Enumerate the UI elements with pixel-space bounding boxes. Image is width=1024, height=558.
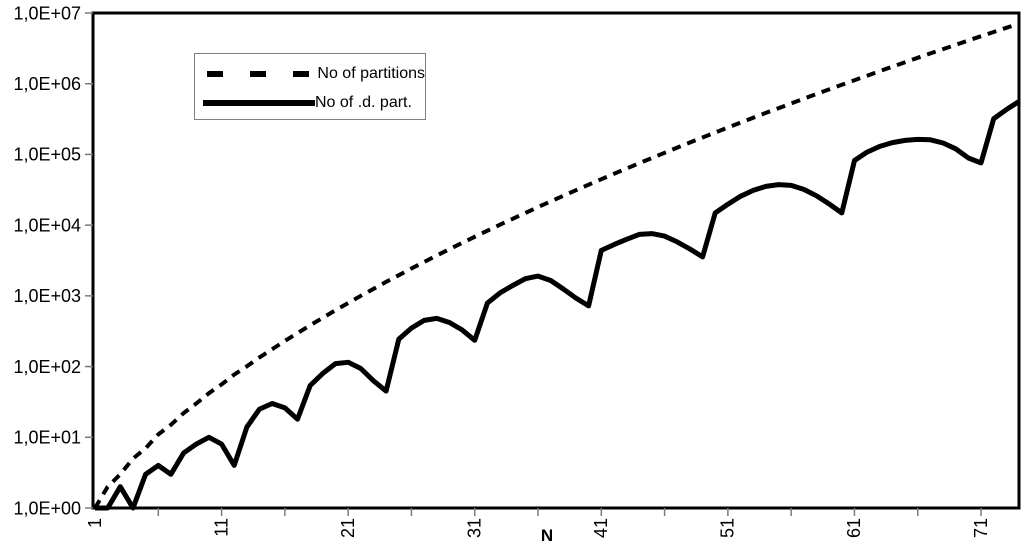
x-axis-title: N xyxy=(541,526,553,545)
x-axis-tick-label: 21 xyxy=(338,518,358,538)
legend-label-d-part: No of .d. part. xyxy=(315,93,412,111)
solid-line-sample-icon xyxy=(203,99,315,106)
y-axis-tick-label: 1,0E+02 xyxy=(13,357,81,377)
x-axis-tick-label: 11 xyxy=(211,518,231,537)
y-axis-tick-label: 1,0E+06 xyxy=(13,74,81,94)
y-axis-tick-label: 1,0E+00 xyxy=(13,498,81,518)
x-axis-tick-label: 71 xyxy=(971,518,991,538)
y-axis-tick-label: 1,0E+03 xyxy=(13,286,81,306)
series-line-partitions xyxy=(93,21,1020,510)
plot-border xyxy=(91,11,1021,510)
x-axis-tick-label: 41 xyxy=(591,518,611,538)
x-axis-tick-label: 51 xyxy=(718,518,738,538)
legend-item-d-part: No of .d. part. xyxy=(195,89,425,118)
y-axis-tick-label: 1,0E+04 xyxy=(13,215,81,235)
x-axis-tick-label: 1 xyxy=(85,518,105,528)
x-axis-tick-label: 31 xyxy=(464,518,484,538)
y-axis-tick-label: 1,0E+05 xyxy=(13,145,81,165)
legend: No of partitions No of .d. part. xyxy=(194,53,426,120)
legend-item-partitions: No of partitions xyxy=(195,60,425,89)
legend-label-partitions: No of partitions xyxy=(317,65,425,83)
dashed-line-sample-icon xyxy=(207,71,310,78)
x-axis-tick-label: 61 xyxy=(844,518,864,538)
y-axis-tick-label: 1,0E+07 xyxy=(13,3,81,23)
y-axis-tick-label: 1,0E+01 xyxy=(13,428,81,448)
series-line-d-part xyxy=(95,99,1021,511)
